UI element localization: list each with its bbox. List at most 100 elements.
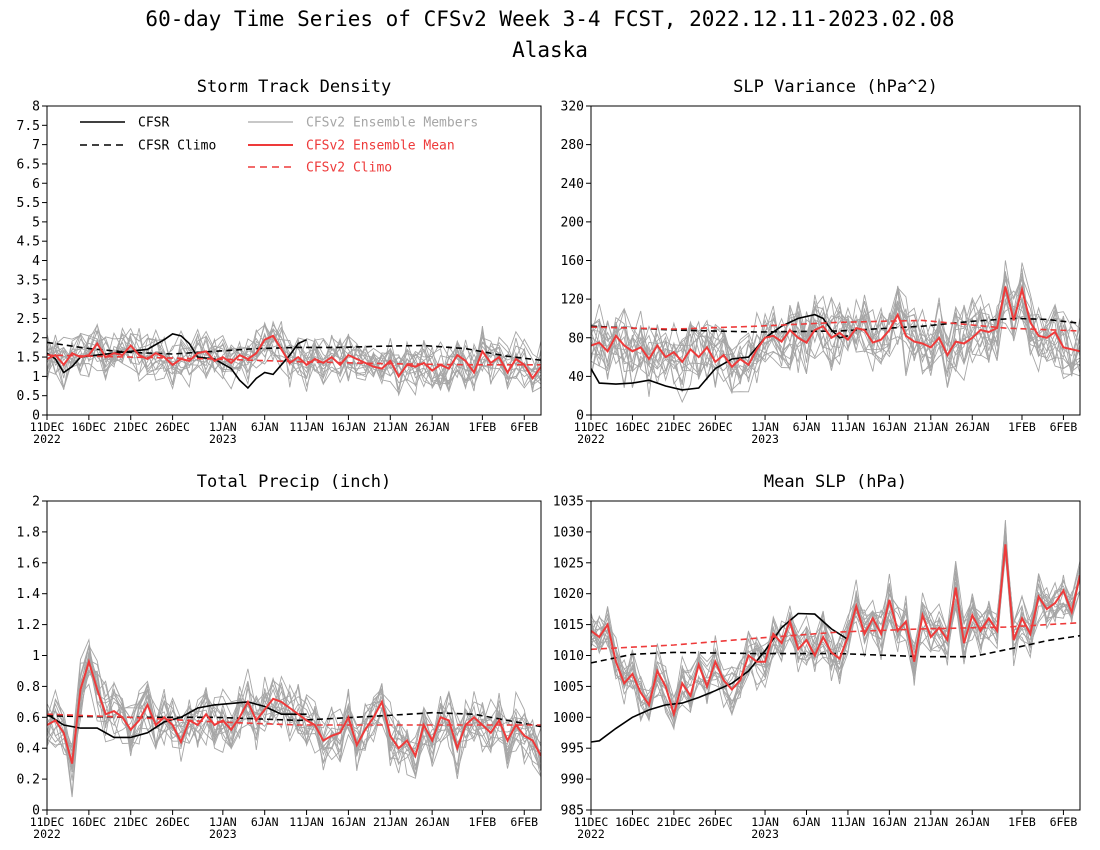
x-tick-label: 26DEC <box>698 420 733 434</box>
y-tick-label: 8 <box>32 100 40 115</box>
ensemble-member-line <box>591 260 1080 383</box>
y-tick-label: 40 <box>568 370 584 385</box>
y-tick-label: 5 <box>32 215 40 230</box>
series-ens-mean-line <box>47 658 541 764</box>
y-tick-label: 160 <box>561 254 584 269</box>
panel-total-precip: Total Precip (inch) 0 0.2 0.4 0.6 0.8 1 1.2 1.4 1… <box>17 472 542 841</box>
panel-title: Storm Track Density <box>197 77 391 97</box>
series-cfsv2-climo-line <box>591 319 1080 332</box>
legend: CFSR CFSR Climo CFSv2 Ensemble Members CFSv… <box>80 116 478 176</box>
axes-frame <box>46 500 542 811</box>
plot-area <box>47 638 541 798</box>
x-tick-label: 16JAN <box>331 420 366 434</box>
series-cfsr-line <box>591 313 849 391</box>
ensemble-member-line <box>47 680 541 794</box>
y-tick-label: 1.8 <box>17 525 40 540</box>
x-tick-label: 6FEB <box>1050 815 1078 829</box>
figure-subtitle-region: Alaska <box>512 38 588 62</box>
x-tick-label: 16JAN <box>872 420 907 434</box>
x-tick-year-label: 2022 <box>33 432 61 446</box>
x-tick-label: 21JAN <box>914 815 949 829</box>
series-cfsr-climo-line <box>591 317 1080 333</box>
ensemble-member-line <box>47 647 541 768</box>
ensemble-member-line <box>47 328 541 391</box>
x-tick-year-label: 2023 <box>209 827 237 841</box>
x-tick-label: 1FEB <box>469 420 497 434</box>
y-tick-label: 1025 <box>553 556 584 571</box>
series-cfsr-line <box>591 612 849 743</box>
y-tick-label: 1020 <box>553 587 584 602</box>
ensemble-member-line <box>47 327 541 391</box>
y-tick-label: 1000 <box>553 711 584 726</box>
x-tick-label: 1JAN <box>209 420 237 434</box>
x-tick-label: 6JAN <box>793 420 821 434</box>
y-tick-label: 2 <box>32 331 40 346</box>
y-tick-label: 1010 <box>553 649 584 664</box>
ensemble-member-line <box>47 659 541 775</box>
x-tick-label: 11DEC <box>30 420 65 434</box>
x-tick-label: 6FEB <box>1050 420 1078 434</box>
x-tick-label: 16DEC <box>72 815 107 829</box>
x-tick-label: 1FEB <box>1008 420 1036 434</box>
y-tick-label: 1005 <box>553 680 584 695</box>
y-tick-label: 2 <box>32 495 40 510</box>
y-tick-label: 1.2 <box>17 618 40 633</box>
y-tick-label: 320 <box>561 100 584 115</box>
ensemble-member-line <box>47 638 541 771</box>
ensemble-member-line <box>47 661 541 777</box>
x-tick-label: 26JAN <box>415 815 450 829</box>
y-tick-label: 4 <box>32 254 40 269</box>
x-tick-label: 21JAN <box>914 420 949 434</box>
legend-label-ens-members: CFSv2 Ensemble Members <box>306 116 478 131</box>
ensemble-member-line <box>591 289 1080 391</box>
y-tick-label: 0 <box>32 409 40 424</box>
y-tick-label: 1.4 <box>17 587 41 602</box>
x-tick-label: 11DEC <box>574 420 609 434</box>
series-cfsr-climo-line <box>47 711 541 728</box>
x-tick-label: 21DEC <box>113 815 148 829</box>
x-tick-label: 26DEC <box>155 420 190 434</box>
ensemble-member-line <box>47 324 541 391</box>
y-tick-label: 120 <box>561 293 584 308</box>
series-cfsr-climo-line <box>591 634 1080 664</box>
x-tick-label: 11JAN <box>289 420 324 434</box>
x-tick-label: 1FEB <box>469 815 497 829</box>
x-tick-year-label: 2022 <box>577 432 605 446</box>
y-tick-label: 0.4 <box>17 742 41 757</box>
y-tick-label: 3.5 <box>17 273 40 288</box>
x-tick-label: 6FEB <box>510 420 538 434</box>
y-tick-label: 6 <box>32 177 40 192</box>
panel-mean-slp: Mean SLP (hPa) 985 990 995 1000 1005 1010 1015 1… <box>553 472 1081 841</box>
y-tick-label: 1035 <box>553 495 584 510</box>
y-tick-label: 985 <box>561 804 584 819</box>
x-tick-label: 26JAN <box>955 815 990 829</box>
legend-label-ens-mean: CFSv2 Ensemble Mean <box>306 139 455 154</box>
y-tick-label: 1 <box>32 370 40 385</box>
series-cfsr-climo-line <box>47 341 541 361</box>
y-tick-label: 6.5 <box>17 157 40 172</box>
panel-slp-variance: SLP Variance (hPa^2) 0 40 80 120 160 200 240 280… <box>561 77 1081 446</box>
x-tick-label: 16DEC <box>72 420 107 434</box>
x-tick-year-label: 2023 <box>751 827 779 841</box>
y-tick-label: 990 <box>561 773 584 788</box>
x-tick-year-label: 2022 <box>577 827 605 841</box>
x-tick-label: 21DEC <box>113 420 148 434</box>
axes-frame <box>590 105 1081 416</box>
y-tick-label: 4.5 <box>17 235 40 250</box>
y-tick-label: 7 <box>32 138 40 153</box>
y-tick-label: 0.5 <box>17 389 40 404</box>
x-tick-label: 6JAN <box>793 815 821 829</box>
x-tick-label: 11DEC <box>574 815 609 829</box>
y-tick-label: 7.5 <box>17 119 40 134</box>
ensemble-member-line <box>591 554 1080 729</box>
x-tick-label: 6JAN <box>251 420 279 434</box>
y-tick-label: 1.5 <box>17 351 40 366</box>
series-cfsv2-climo-line <box>591 621 1080 651</box>
x-tick-label: 21DEC <box>657 815 692 829</box>
x-tick-label: 11JAN <box>831 815 866 829</box>
plot-area <box>591 260 1080 404</box>
y-tick-label: 80 <box>568 331 584 346</box>
panel-title: Mean SLP (hPa) <box>764 472 907 492</box>
x-tick-year-label: 2023 <box>751 432 779 446</box>
